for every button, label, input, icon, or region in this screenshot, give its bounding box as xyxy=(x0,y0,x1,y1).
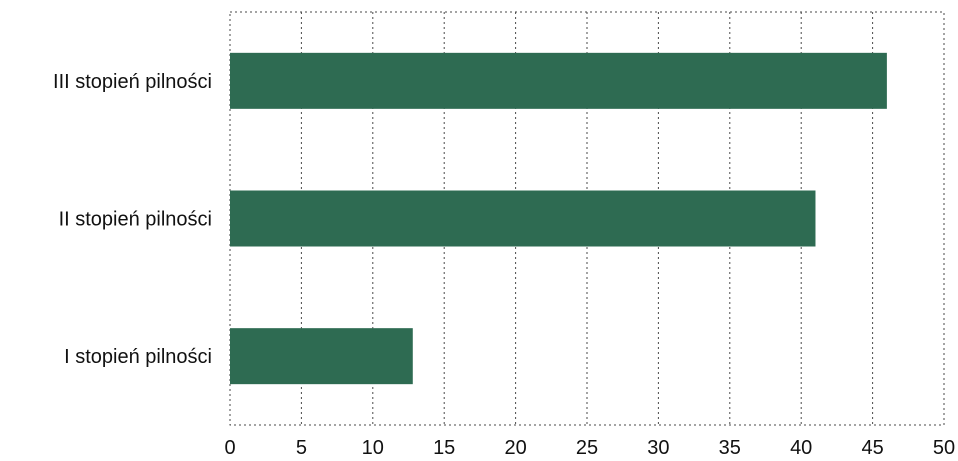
x-tick-label: 35 xyxy=(719,437,741,459)
category-label: II stopień pilności xyxy=(59,209,212,231)
x-tick-label: 0 xyxy=(224,437,235,459)
category-label: I stopień pilności xyxy=(64,346,212,368)
x-tick-label: 50 xyxy=(933,437,955,459)
category-label: III stopień pilności xyxy=(53,71,212,93)
x-tick-label: 45 xyxy=(861,437,883,459)
x-tick-label: 40 xyxy=(790,437,812,459)
bar xyxy=(230,52,887,109)
x-axis-tick-labels: 0 5 10 15 20 25 30 35 40 45 50 xyxy=(224,437,955,459)
x-tick-label: 30 xyxy=(647,437,669,459)
bar xyxy=(230,328,413,385)
bar xyxy=(230,190,816,247)
x-tick-label: 10 xyxy=(362,437,384,459)
x-tick-label: 25 xyxy=(576,437,598,459)
x-tick-label: 5 xyxy=(296,437,307,459)
category-labels: III stopień pilności II stopień pilności I… xyxy=(53,71,212,368)
x-tick-label: 20 xyxy=(504,437,526,459)
bars xyxy=(230,52,887,385)
x-tick-label: 15 xyxy=(433,437,455,459)
